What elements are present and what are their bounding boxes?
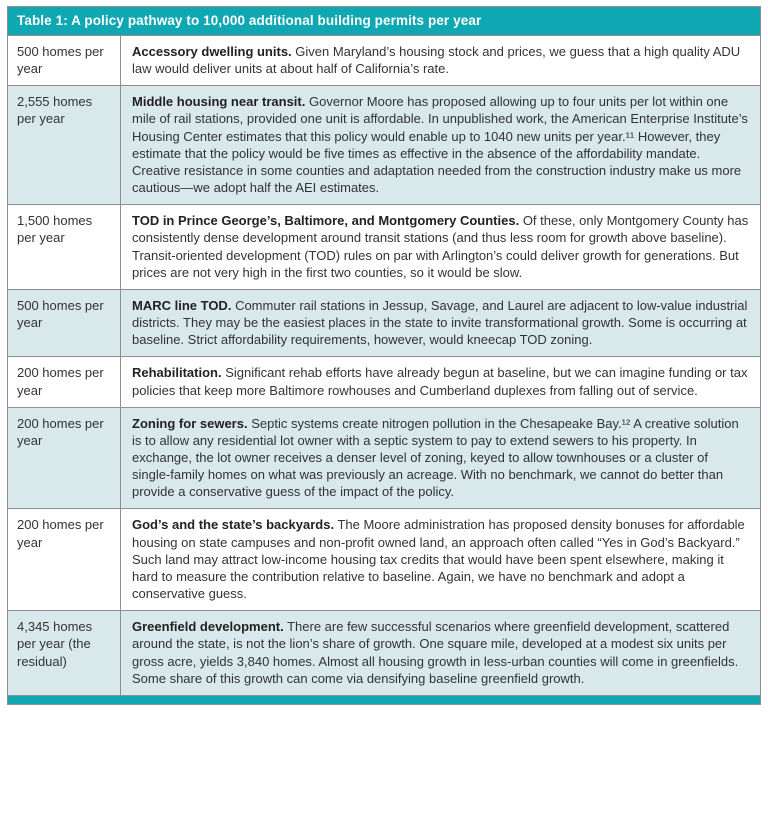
policy-description: Given Maryland’s housing stock and price… [132, 44, 741, 77]
policy-cell: God’s and the state’s backyards. The Moo… [120, 509, 760, 611]
table-row: 500 homes per year Accessory dwelling un… [8, 35, 760, 86]
policy-name: Rehabilitation. [132, 365, 222, 381]
homes-per-year-cell: 500 homes per year [17, 297, 104, 331]
table-row: 200 homes per year Rehabilitation. Signi… [8, 356, 760, 407]
policy-table: Table 1: A policy pathway to 10,000 addi… [7, 6, 761, 705]
policy-name: Zoning for sewers. [132, 415, 248, 431]
policy-description: Commuter rail stations in Jessup, Savage… [132, 297, 748, 348]
policy-name: Accessory dwelling units. [132, 44, 292, 59]
homes-per-year-cell: 200 homes per year [17, 365, 104, 398]
policy-description: Of these, only Montgomery County has con… [132, 213, 749, 280]
table-row: 500 homes per year MARC line TOD. Commut… [8, 288, 760, 357]
homes-per-year-cell: 2,555 homes per year [17, 94, 93, 127]
homes-per-year-cell: 200 homes per year [17, 517, 104, 550]
homes-per-year-cell: 500 homes per year [17, 44, 104, 77]
policy-description: There are few successful scenarios where… [132, 619, 739, 686]
policy-name: Middle housing near transit. [132, 94, 306, 110]
policy-cell: MARC line TOD. Commuter rail stations in… [120, 289, 760, 357]
policy-name: God’s and the state’s backyards. [132, 517, 335, 533]
policy-cell: Middle housing near transit. Governor Mo… [120, 86, 760, 205]
policy-description: Septic systems create nitrogen pollution… [132, 415, 739, 500]
table-footer-bar [8, 694, 760, 704]
policy-cell: Zoning for sewers. Septic systems create… [120, 407, 760, 509]
policy-description: The Moore administration has proposed de… [132, 517, 745, 602]
policy-cell: Rehabilitation. Significant rehab effort… [120, 357, 760, 407]
table-row: 4,345 homes per year (the residual) Gree… [8, 610, 760, 695]
policy-cell: Greenfield development. There are few su… [120, 611, 760, 695]
table-row: 1,500 homes per year TOD in Prince Georg… [8, 204, 760, 289]
table-title: Table 1: A policy pathway to 10,000 addi… [8, 7, 760, 35]
policy-name: TOD in Prince George’s, Baltimore, and M… [132, 213, 520, 229]
policy-name: Greenfield development. [132, 619, 284, 635]
homes-per-year-cell: 200 homes per year [17, 415, 104, 448]
policy-cell: TOD in Prince George’s, Baltimore, and M… [120, 205, 760, 289]
homes-per-year-cell: 4,345 homes per year (the residual) [17, 619, 93, 669]
homes-per-year-cell: 1,500 homes per year [17, 213, 93, 246]
policy-description: Governor Moore has proposed allowing up … [132, 94, 748, 196]
policy-cell: Accessory dwelling units. Given Maryland… [120, 36, 760, 86]
policy-name: MARC line TOD. [132, 297, 232, 313]
table-row: 200 homes per year God’s and the state’s… [8, 508, 760, 611]
table-row: 2,555 homes per year Middle housing near… [8, 85, 760, 205]
table-row: 200 homes per year Zoning for sewers. Se… [8, 406, 760, 509]
policy-description: Significant rehab efforts have already b… [132, 365, 748, 398]
